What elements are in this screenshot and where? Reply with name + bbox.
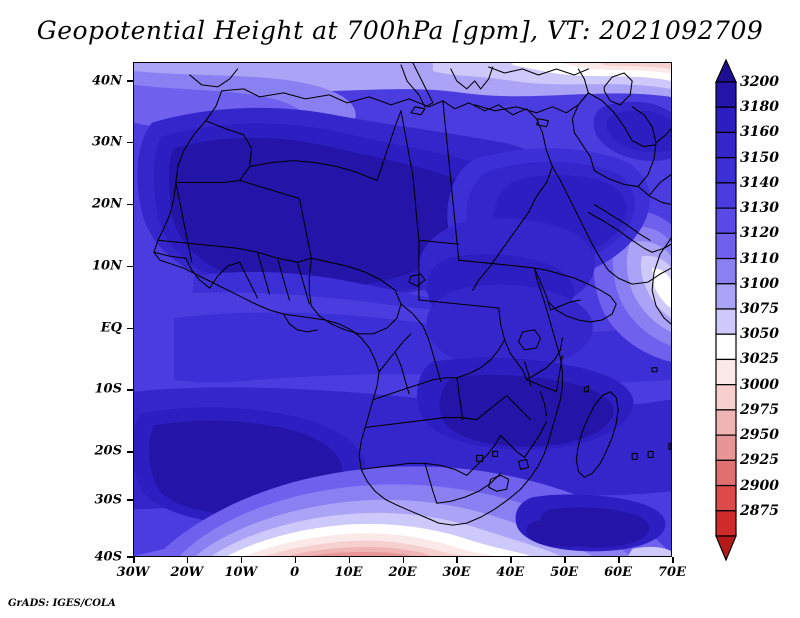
- x-tick-10: [672, 557, 674, 563]
- y-tick-6: [127, 451, 133, 453]
- y-tick-5: [127, 389, 133, 391]
- x-tick-9: [618, 557, 620, 563]
- y-tick-2: [127, 203, 133, 206]
- y-tick-8: [127, 556, 133, 558]
- colorbar-label-7: 3110: [740, 250, 779, 267]
- x-axis-label-8: 50E: [550, 565, 579, 580]
- colorbar-label-14: 2950: [740, 427, 779, 444]
- x-axis-label-0: 30W: [116, 565, 150, 580]
- colorbar-label-9: 3075: [740, 301, 779, 317]
- colorbar-label-0: 3200: [740, 74, 779, 90]
- y-axis-label-3: 10N: [92, 258, 122, 274]
- colorbar-label-16: 2900: [740, 477, 779, 494]
- coastline-and-borders-layer: [153, 63, 671, 526]
- x-tick-3: [294, 557, 297, 563]
- colorbar-label-1: 3180: [740, 99, 779, 116]
- y-tick-0: [127, 80, 133, 82]
- x-axis-label-1: 20W: [170, 565, 204, 580]
- x-axis-label-9: 60E: [604, 565, 633, 580]
- x-axis-label-3: 0: [290, 565, 300, 580]
- x-tick-0: [133, 557, 135, 563]
- y-axis-label-8: 40S: [94, 549, 122, 565]
- colorbar-label-5: 3130: [740, 200, 779, 217]
- x-tick-6: [456, 557, 458, 563]
- y-axis-label-1: 30N: [92, 134, 122, 150]
- x-axis-label-10: 70E: [658, 565, 686, 580]
- colorbar-label-17: 2875: [740, 502, 779, 519]
- y-tick-3: [127, 265, 133, 268]
- colorbar-legend: 3200 3180 3160 3150 3140 3130 3120 3110 …: [714, 58, 800, 563]
- x-tick-4: [348, 557, 351, 563]
- x-tick-5: [402, 557, 404, 563]
- colorbar-label-6: 3120: [740, 225, 779, 242]
- x-tick-8: [564, 557, 566, 563]
- colorbar-label-10: 3050: [740, 326, 779, 343]
- colorbar-bottom-arrow: [715, 535, 737, 562]
- colorbar-band-group: [715, 81, 737, 537]
- x-axis-label-6: 30E: [442, 565, 471, 580]
- x-tick-7: [510, 557, 512, 563]
- map-canvas: [134, 63, 671, 556]
- attribution-footer: GrADS: IGES/COLA: [8, 598, 116, 609]
- x-axis-label-7: 40E: [496, 565, 525, 580]
- x-axis-label-5: 20E: [388, 565, 417, 580]
- page-title: Geopotential Height at 700hPa [gpm], VT:…: [36, 16, 764, 45]
- colorbar-label-11: 3025: [740, 351, 779, 368]
- colorbar-label-13: 2975: [740, 401, 779, 418]
- x-axis-label-2: 10W: [224, 565, 258, 580]
- y-axis-label-0: 40N: [92, 73, 122, 89]
- colorbar-top-arrow: [715, 58, 737, 83]
- x-tick-1: [186, 557, 189, 563]
- y-axis-label-4: EQ: [100, 320, 122, 336]
- colorbar-label-12: 3000: [740, 376, 779, 393]
- x-axis-label-4: 10E: [334, 565, 363, 580]
- x-tick-2: [240, 557, 243, 563]
- colorbar-label-8: 3100: [740, 275, 779, 292]
- colorbar-label-3: 3150: [740, 149, 779, 166]
- colorbar-label-4: 3140: [740, 174, 779, 191]
- contour-fill-layer: [134, 63, 671, 556]
- y-tick-7: [127, 499, 133, 501]
- map-plot-area: [133, 62, 672, 557]
- colorbar-swatches: [715, 58, 737, 562]
- y-axis-label-7: 30S: [94, 492, 122, 508]
- y-axis-label-2: 20N: [92, 196, 122, 212]
- colorbar-label-15: 2925: [740, 452, 779, 469]
- y-axis-label-5: 10S: [94, 381, 122, 397]
- y-tick-4: [127, 327, 133, 329]
- colorbar-label-2: 3160: [740, 124, 779, 141]
- y-tick-1: [127, 141, 133, 144]
- y-axis-label-6: 20S: [94, 443, 122, 459]
